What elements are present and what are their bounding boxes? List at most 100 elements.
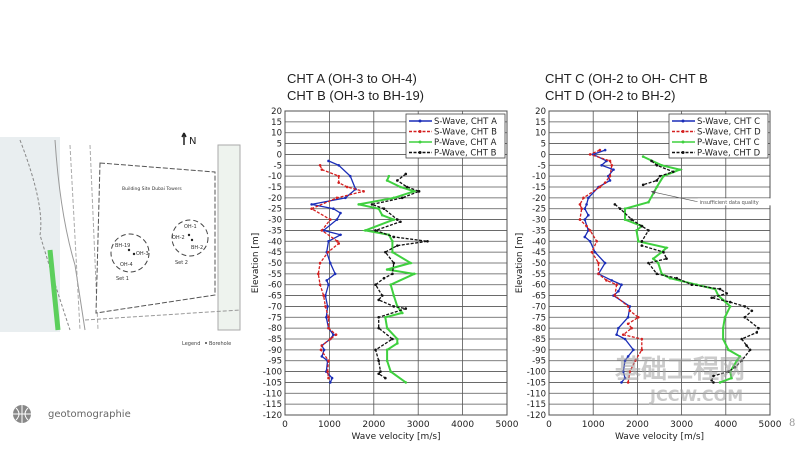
data-point bbox=[396, 179, 399, 182]
data-point bbox=[630, 326, 633, 330]
y-tick-label: -35 bbox=[268, 226, 282, 236]
data-point bbox=[617, 326, 620, 330]
borehole-label: OH-3 bbox=[136, 251, 149, 257]
data-point bbox=[647, 261, 650, 265]
data-point bbox=[374, 348, 377, 352]
north-label: N bbox=[189, 136, 196, 147]
x-tick-label: 4000 bbox=[451, 420, 474, 430]
data-point bbox=[387, 174, 391, 178]
data-point bbox=[721, 337, 725, 341]
data-point bbox=[755, 331, 759, 334]
chart-2-title: CHT C (OH-2 to OH- CHT B CHT D (OH-2 to … bbox=[545, 70, 708, 104]
y-tick-label: 20 bbox=[535, 107, 546, 117]
y-axis-label: Elevation [m] bbox=[251, 233, 261, 293]
data-point bbox=[310, 207, 313, 211]
data-point bbox=[377, 372, 380, 376]
legend-marker bbox=[681, 130, 685, 133]
data-point bbox=[377, 315, 380, 319]
data-point bbox=[623, 207, 627, 211]
data-point bbox=[391, 250, 394, 254]
site-map: Building Site Dubai Towers BH-19 OH-3 OH… bbox=[0, 132, 241, 347]
data-point bbox=[660, 163, 664, 167]
data-point bbox=[632, 348, 635, 352]
data-point bbox=[640, 244, 644, 247]
legend-marker bbox=[418, 151, 422, 154]
y-tick-label: -70 bbox=[532, 302, 546, 312]
data-point bbox=[626, 322, 630, 326]
borehole-label: OH-2 bbox=[172, 235, 185, 241]
data-point bbox=[379, 370, 382, 373]
data-point bbox=[615, 333, 618, 336]
y-tick-label: -10 bbox=[532, 172, 546, 182]
borehole-marker bbox=[127, 248, 131, 252]
legend-marker bbox=[418, 140, 422, 144]
y-tick-label: -60 bbox=[268, 281, 282, 291]
y-tick-label: -5 bbox=[274, 161, 282, 171]
data-point bbox=[324, 305, 327, 308]
data-point bbox=[417, 190, 421, 193]
data-point bbox=[399, 220, 402, 224]
data-point bbox=[635, 229, 638, 232]
road-east bbox=[217, 144, 241, 331]
data-point bbox=[374, 229, 377, 232]
y-tick-label: -60 bbox=[532, 281, 546, 291]
data-point bbox=[626, 305, 630, 308]
data-point bbox=[382, 276, 386, 280]
y-tick-label: -75 bbox=[268, 313, 282, 323]
y-tick-label: -45 bbox=[532, 248, 546, 258]
legend-marker bbox=[681, 140, 685, 144]
data-point bbox=[400, 311, 404, 315]
legend-label: S-Wave, CHT C bbox=[697, 117, 760, 127]
data-point bbox=[392, 294, 396, 297]
data-point bbox=[327, 359, 330, 363]
data-point bbox=[675, 276, 679, 280]
data-point bbox=[389, 370, 392, 373]
data-point bbox=[396, 342, 399, 345]
data-point bbox=[613, 294, 617, 297]
x-tick-label: 2000 bbox=[626, 420, 649, 430]
data-point bbox=[587, 196, 590, 200]
data-point bbox=[325, 279, 329, 282]
data-point bbox=[412, 190, 416, 193]
legend-label: S-Wave, CHT B bbox=[434, 128, 497, 138]
legend-label: P-Wave, CHT B bbox=[434, 149, 497, 159]
data-point bbox=[743, 305, 747, 308]
y-tick-label: -35 bbox=[532, 226, 546, 236]
chart-1-title: CHT A (OH-3 to OH-4) CHT B (OH-3 to BH-1… bbox=[287, 70, 424, 104]
data-point bbox=[620, 381, 623, 384]
data-point bbox=[710, 378, 713, 382]
data-point bbox=[339, 211, 342, 215]
data-point bbox=[320, 344, 324, 347]
data-point bbox=[326, 370, 329, 373]
set-2-circle bbox=[171, 219, 209, 257]
x-tick-label: 3000 bbox=[407, 420, 430, 430]
road-line bbox=[54, 139, 86, 331]
y-tick-label: -85 bbox=[268, 335, 282, 345]
borehole-label: OH-1 bbox=[184, 224, 197, 230]
y-tick-label: -110 bbox=[263, 389, 282, 399]
annotation-arrow bbox=[654, 192, 696, 202]
data-point bbox=[324, 315, 328, 319]
building-site-boundary bbox=[95, 162, 216, 314]
y-tick-label: -55 bbox=[268, 270, 282, 280]
data-point bbox=[636, 315, 640, 319]
data-point bbox=[580, 207, 584, 211]
road-south bbox=[84, 309, 241, 321]
data-point bbox=[723, 315, 727, 319]
borehole-legend-icon bbox=[205, 342, 207, 344]
data-point bbox=[728, 305, 732, 308]
data-point bbox=[392, 261, 396, 265]
data-point bbox=[328, 381, 332, 384]
data-point bbox=[603, 181, 607, 184]
data-point bbox=[710, 296, 713, 300]
data-point bbox=[426, 239, 429, 243]
data-point bbox=[377, 359, 380, 363]
data-point bbox=[337, 242, 341, 245]
data-point bbox=[738, 355, 742, 358]
y-tick-label: -65 bbox=[532, 292, 546, 302]
data-point bbox=[400, 196, 404, 200]
data-point bbox=[690, 283, 694, 287]
data-point bbox=[595, 239, 599, 243]
x-tick-label: 1000 bbox=[318, 420, 341, 430]
data-point bbox=[728, 300, 732, 304]
